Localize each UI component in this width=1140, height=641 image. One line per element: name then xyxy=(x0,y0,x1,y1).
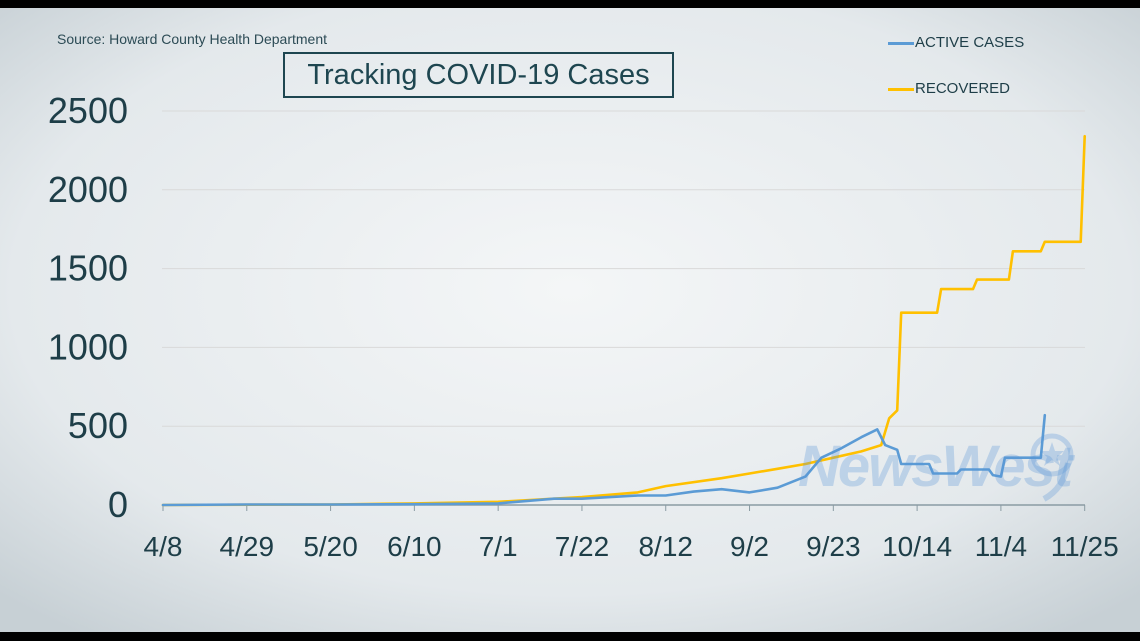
x-tick-label: 11/25 xyxy=(1051,531,1119,562)
x-tick-label: 7/1 xyxy=(479,531,518,562)
newswest-watermark: NewsWest xyxy=(798,434,1073,499)
line-chart: 0 500 1000 1500 2000 2500 4/8 4/29 5/20 6/10 7/1 7/… xyxy=(48,90,1119,562)
x-tick-label: 6/10 xyxy=(387,531,442,562)
y-tick-label-0: 0 xyxy=(108,484,128,525)
series-line-recovered xyxy=(161,134,1086,507)
y-tick-label-2500: 2500 xyxy=(48,90,128,131)
legend-label-active: ACTIVE CASES xyxy=(915,34,1025,51)
x-tick-label: 4/8 xyxy=(144,531,183,562)
chart-title-box: Tracking COVID-19 Cases xyxy=(283,52,674,98)
texas-star-icon xyxy=(1030,433,1074,502)
y-tick-label-500: 500 xyxy=(68,405,128,446)
x-tick-label: 9/23 xyxy=(806,531,861,562)
x-tick-label: 8/12 xyxy=(638,531,693,562)
y-tick-label-2000: 2000 xyxy=(48,169,128,210)
x-tick-label: 11/4 xyxy=(975,531,1027,562)
y-tick-label-1000: 1000 xyxy=(48,326,128,367)
chart-background xyxy=(0,8,1140,632)
series-line-active-cases xyxy=(161,413,1047,507)
x-tick-label: 7/22 xyxy=(555,531,610,562)
legend-swatch-active xyxy=(888,42,914,45)
x-tick-label: 9/2 xyxy=(730,531,769,562)
legend-swatch-recovered xyxy=(888,88,914,91)
legend-label-recovered: RECOVERED xyxy=(915,80,1011,97)
x-tick-label: 10/14 xyxy=(882,531,952,562)
chart-frame: 0 500 1000 1500 2000 2500 4/8 4/29 5/20 6/10 7/1 7/… xyxy=(0,8,1140,632)
source-note: Source: Howard County Health Department xyxy=(57,31,328,47)
chart-title: Tracking COVID-19 Cases xyxy=(307,59,650,91)
x-tick-label: 5/20 xyxy=(303,531,358,562)
x-tick-label: 4/29 xyxy=(220,531,275,562)
y-tick-label-1500: 1500 xyxy=(48,248,128,289)
